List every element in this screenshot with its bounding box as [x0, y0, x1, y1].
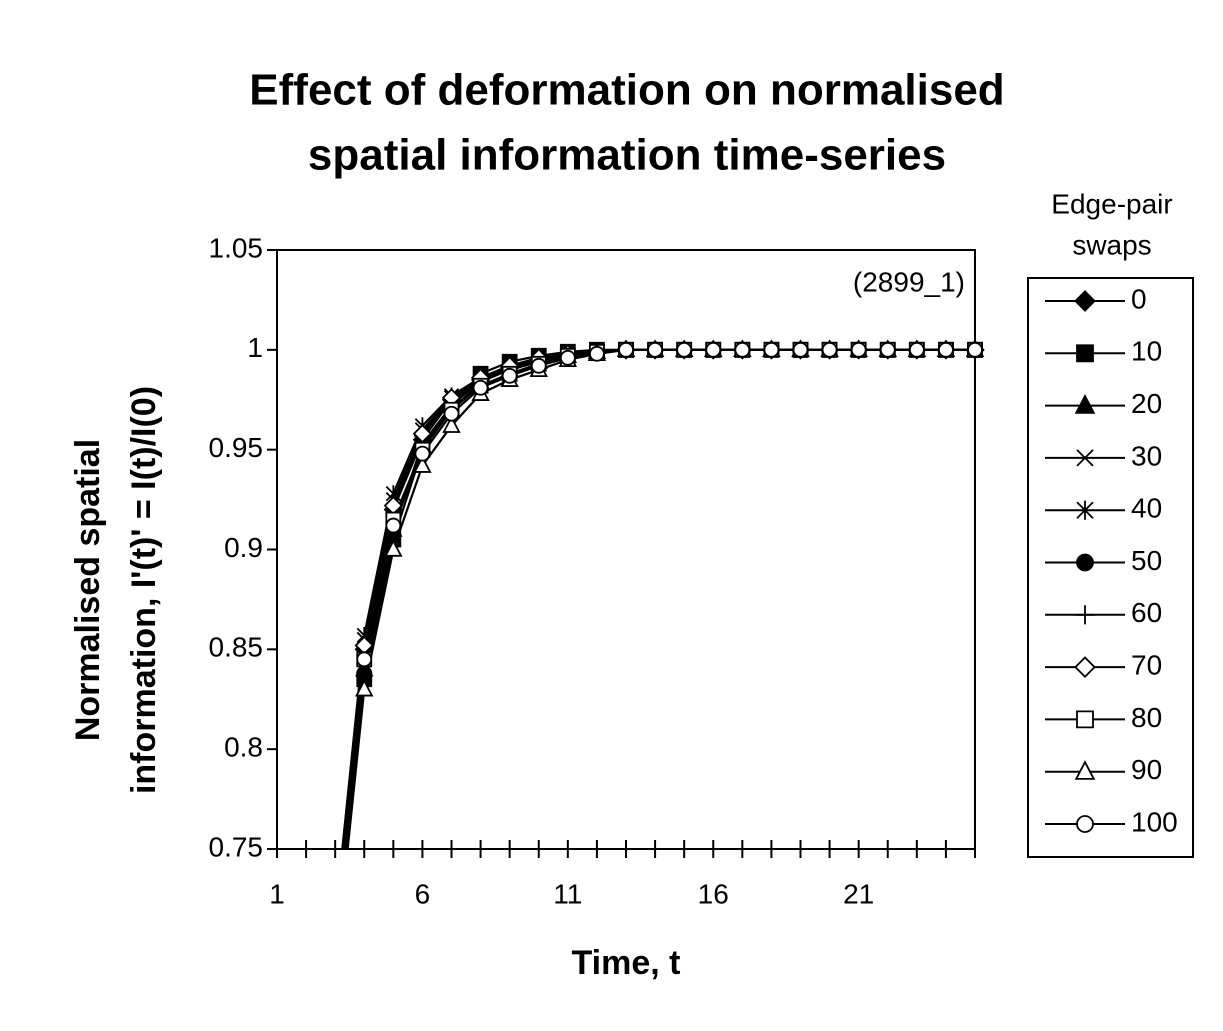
- legend-title: swaps: [1072, 229, 1151, 260]
- marker: [938, 341, 954, 358]
- marker: [676, 341, 693, 358]
- marker: [327, 960, 342, 975]
- legend-label: 30: [1131, 440, 1162, 471]
- marker: [328, 932, 342, 946]
- marker: [328, 932, 342, 946]
- x-tick-label: 21: [843, 878, 874, 909]
- legend-marker: [1076, 449, 1094, 467]
- x-tick-label: 11: [553, 878, 582, 909]
- marker: [879, 341, 896, 358]
- marker: [355, 678, 374, 697]
- legend-label: 60: [1131, 597, 1162, 628]
- marker: [327, 940, 342, 955]
- legend-marker: [1076, 553, 1094, 572]
- y-tick-label: 0.95: [209, 432, 264, 463]
- y-tick-label: 0.8: [224, 732, 263, 763]
- marker: [356, 665, 373, 682]
- marker: [908, 341, 925, 358]
- y-axis-label: information, I'(t)' = I(t)/I(0): [125, 386, 163, 794]
- marker: [967, 341, 983, 358]
- legend-marker: [1076, 344, 1094, 363]
- x-tick-label: 1: [269, 878, 285, 909]
- x-tick-label: 16: [698, 878, 729, 909]
- legend-marker: [1074, 394, 1096, 414]
- y-tick-label: 0.85: [209, 632, 264, 663]
- marker: [328, 926, 342, 940]
- marker: [443, 405, 460, 422]
- legend-marker: [1074, 290, 1096, 312]
- legend-marker: [1076, 500, 1094, 520]
- legend-label: 10: [1131, 336, 1162, 367]
- marker: [327, 920, 344, 937]
- chart-title: Effect of deformation on normalised: [249, 66, 1004, 115]
- marker: [327, 916, 344, 933]
- marker: [734, 341, 751, 358]
- legend-marker: [1076, 710, 1094, 729]
- x-tick-label: 6: [415, 878, 431, 909]
- legend-label: 50: [1131, 545, 1162, 576]
- y-tick-label: 1: [247, 332, 263, 363]
- legend-marker: [1074, 656, 1096, 678]
- legend-label: 40: [1131, 493, 1162, 524]
- x-axis-label: Time, t: [572, 944, 681, 982]
- legend-label: 0: [1131, 283, 1147, 314]
- y-tick-label: 0.75: [209, 831, 264, 862]
- y-tick-label: 1.05: [209, 232, 264, 263]
- marker: [792, 341, 809, 358]
- marker: [327, 920, 344, 937]
- marker: [501, 367, 518, 384]
- marker: [413, 455, 432, 473]
- legend-marker: [1074, 760, 1096, 780]
- marker: [530, 357, 547, 374]
- legend-label: 80: [1131, 702, 1162, 733]
- marker: [328, 910, 342, 927]
- legend-label: 20: [1131, 388, 1162, 419]
- marker: [559, 349, 576, 366]
- legend-title: Edge-pair: [1051, 188, 1172, 219]
- y-tick-label: 0.9: [224, 532, 263, 563]
- marker: [442, 415, 461, 433]
- legend-marker: [1075, 605, 1095, 625]
- legend-marker: [1076, 815, 1094, 833]
- marker: [821, 341, 838, 358]
- legend-label: 100: [1131, 806, 1178, 837]
- marker: [385, 517, 402, 534]
- annotation: (2899_1): [853, 266, 965, 297]
- y-axis-label: Normalised spatial: [69, 439, 107, 741]
- marker: [647, 341, 663, 358]
- marker: [472, 379, 489, 396]
- marker: [384, 539, 403, 557]
- marker: [618, 341, 634, 358]
- marker: [705, 341, 722, 358]
- marker: [414, 445, 431, 462]
- marker: [589, 345, 605, 362]
- marker: [328, 912, 342, 926]
- marker: [850, 341, 867, 358]
- legend-box: [1027, 277, 1194, 858]
- legend-label: 90: [1131, 754, 1162, 785]
- plot-series: [327, 339, 985, 975]
- marker: [763, 341, 780, 358]
- marker: [328, 926, 342, 940]
- marker: [356, 651, 373, 668]
- chart-title: spatial information time-series: [308, 131, 946, 180]
- legend-label: 70: [1131, 649, 1162, 680]
